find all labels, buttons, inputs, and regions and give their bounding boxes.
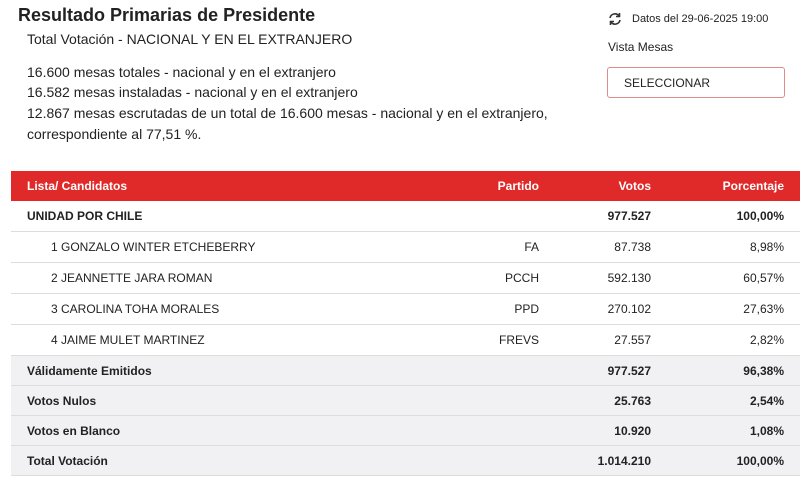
cell: 27,63% xyxy=(743,302,784,316)
cell: Votos Nulos xyxy=(27,393,97,408)
cell: 1 GONZALO WINTER ETCHEBERRY xyxy=(51,240,256,254)
column-header: Lista/ Candidatos xyxy=(27,179,128,193)
cell: 96,38% xyxy=(743,363,784,378)
cell: 60,57% xyxy=(743,271,784,285)
table-header: Lista/ Candidatos Partido Votos Porcentaje xyxy=(11,171,800,201)
results-table: Lista/ Candidatos Partido Votos Porcentaje U… xyxy=(11,171,800,476)
cell: PCCH xyxy=(504,271,539,285)
cell: 977.527 xyxy=(607,209,651,223)
table-row: UNIDAD POR CHILE 977.527 100,00% xyxy=(11,201,800,232)
title: Resultado Primarias de Presidente xyxy=(18,5,316,25)
date: Datos del 29-06-2025 19:00 xyxy=(632,13,769,25)
cell: 270.102 xyxy=(607,302,651,316)
cell: 977.527 xyxy=(607,363,651,378)
info-line: correspondiente al 77,51 %. xyxy=(27,126,202,142)
cell: 8,98% xyxy=(749,240,784,254)
table-row: 4 JAIME MULET MARTINEZ FREVS 27.557 2,82% xyxy=(11,325,800,356)
table-row: Votos Nulos 25.763 2,54% xyxy=(11,386,800,416)
cell: 4 JAIME MULET MARTINEZ xyxy=(51,333,205,347)
cell: 25.763 xyxy=(614,393,651,408)
cell: 2,82% xyxy=(749,333,784,347)
column-header: Partido xyxy=(497,179,539,193)
table-row: 2 JEANNETTE JARA ROMAN PCCH 592.130 60,57% xyxy=(11,263,800,294)
vista-label: Vista Mesas xyxy=(608,40,674,54)
cell: Votos en Blanco xyxy=(27,423,121,438)
cell: PPD xyxy=(514,302,539,316)
cell: FA xyxy=(524,240,539,254)
table-row: 3 CAROLINA TOHA MORALES PPD 270.102 27,63% xyxy=(11,294,800,325)
table-row: 1 GONZALO WINTER ETCHEBERRY FA 87.738 8,98% xyxy=(11,232,800,263)
cell: UNIDAD POR CHILE xyxy=(27,209,143,223)
cell: 1,08% xyxy=(749,423,784,438)
cell: 100,00% xyxy=(736,453,784,468)
table-row: Votos en Blanco 10.920 1,08% xyxy=(11,416,800,446)
cell: 27.557 xyxy=(614,333,651,347)
cell: 87.738 xyxy=(614,240,651,254)
column-header: Porcentaje xyxy=(722,179,784,193)
info-line: 12.867 mesas escrutadas de un total de 1… xyxy=(27,105,548,121)
cell: FREVS xyxy=(498,333,539,347)
subtitle: Total Votación - NACIONAL Y EN EL EXTRAN… xyxy=(27,31,353,47)
cell: 2,54% xyxy=(749,393,784,408)
cell: 2 JEANNETTE JARA ROMAN xyxy=(51,271,213,285)
info-line: 16.582 mesas instaladas - nacional y en … xyxy=(27,84,358,100)
cell: 592.130 xyxy=(607,271,651,285)
cell: 1.014.210 xyxy=(597,453,651,468)
refresh-icon[interactable] xyxy=(607,11,623,27)
cell: 100,00% xyxy=(736,209,784,223)
cell: 3 CAROLINA TOHA MORALES xyxy=(51,302,220,316)
table-row: Válidamente Emitidos 977.527 96,38% xyxy=(11,356,800,386)
cell: Total Votación xyxy=(27,453,108,468)
info-line: 16.600 mesas totales - nacional y en el … xyxy=(27,64,336,80)
table-row: Total Votación 1.014.210 100,00% xyxy=(11,446,800,476)
select-button[interactable]: SELECCIONAR xyxy=(607,67,785,98)
cell: Válidamente Emitidos xyxy=(27,363,152,378)
cell: 10.920 xyxy=(614,423,651,438)
column-header: Votos xyxy=(618,179,651,193)
